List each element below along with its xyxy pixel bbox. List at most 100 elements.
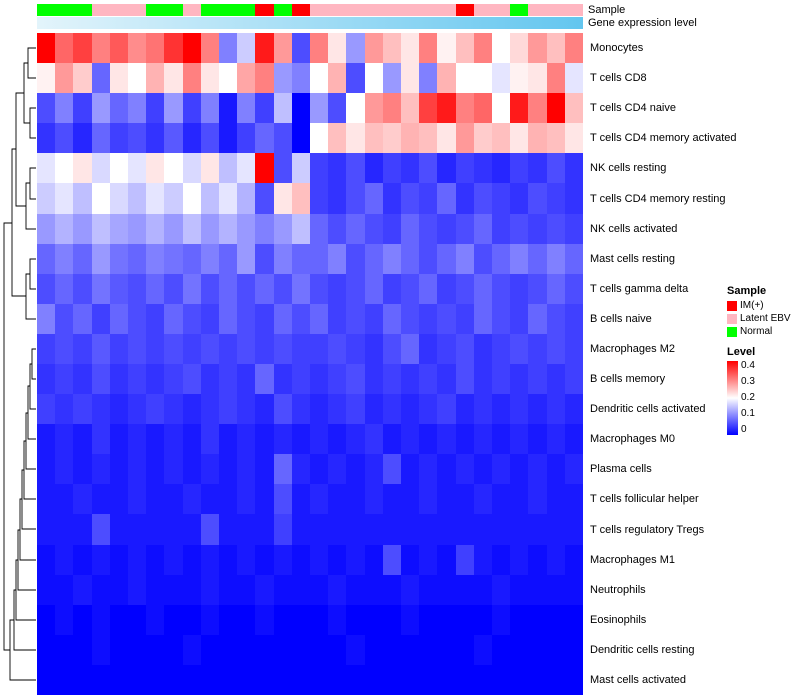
heatmap-cell [564,93,583,124]
heatmap-cell [73,123,92,154]
heatmap-cell [164,544,183,575]
sample-annotation-cell [382,4,402,16]
heatmap-cell [437,333,456,364]
heatmap-cell [546,243,565,274]
level-tick-label: 0.4 [741,360,755,371]
heatmap-cell [437,33,456,64]
heatmap-cell [164,183,183,214]
heatmap-cell [273,604,292,635]
heatmap-cell [310,183,329,214]
heatmap-cell [546,634,565,665]
heatmap-cell [237,364,256,395]
heatmap-cell [128,303,147,334]
heatmap-cell [310,303,329,334]
heatmap-cell [109,243,128,274]
heatmap-cell [564,33,583,64]
heatmap-cell [73,183,92,214]
heatmap-cell [455,153,474,184]
heatmap-cell [219,484,238,515]
heatmap-cell [182,454,201,485]
heatmap-cell [200,303,219,334]
heatmap-cell [37,63,56,94]
heatmap-cell [146,454,165,485]
heatmap-cell [419,544,438,575]
heatmap-cell [492,364,511,395]
heatmap-cell [237,33,256,64]
heatmap-cell [382,544,401,575]
heatmap-cell [564,303,583,334]
heatmap-cell [546,213,565,244]
heatmap-cell [382,574,401,605]
sample-annotation-cell [146,4,165,16]
heatmap-cell [128,484,147,515]
heatmap-cell [109,153,128,184]
heatmap-cell [291,123,310,154]
heatmap-cell [73,273,92,304]
sample-annotation-cell [364,4,383,16]
row-label: Dendritic cells activated [590,403,706,416]
sample-annotation-cell [128,4,147,16]
heatmap-cell [73,634,92,665]
heatmap-cell [182,93,201,124]
heatmap-cell [382,33,401,64]
heatmap-cell [382,273,401,304]
heatmap-cell [91,333,110,364]
heatmap-cell [164,213,183,244]
sample-annotation-cell [164,4,183,16]
heatmap-cell [291,333,310,364]
heatmap-cell [473,604,492,635]
heatmap-cell [237,604,256,635]
heatmap-cell [146,544,165,575]
heatmap-cell [328,634,347,665]
heatmap-cell [55,664,74,695]
heatmap-cell [564,484,583,515]
heatmap-cell [310,273,329,304]
heatmap-cell [437,63,456,94]
heatmap-cell [346,424,365,455]
row-label: T cells CD4 naive [590,102,676,115]
heatmap-cell [419,303,438,334]
heatmap-cell [109,394,128,425]
sample-annotation-cell [273,4,292,16]
heatmap-cell [164,63,183,94]
heatmap-cell [255,93,274,124]
heatmap-cell [419,514,438,545]
heatmap-cell [401,454,420,485]
heatmap-cell [37,424,56,455]
heatmap-cell [182,63,201,94]
heatmap-cell [492,424,511,455]
heatmap-cell [291,604,310,635]
heatmap-cell [419,183,438,214]
heatmap-cell [219,63,238,94]
heatmap-cell [255,273,274,304]
sample-legend-item: IM(+) [727,300,791,311]
heatmap-cell [182,394,201,425]
heatmap-cell [419,273,438,304]
heatmap-cell [55,243,74,274]
heatmap-cell [455,574,474,605]
heatmap-cell [401,63,420,94]
sample-annotation-cell [510,4,529,16]
heatmap-cell [128,604,147,635]
heatmap-cell [346,273,365,304]
heatmap-cell [291,63,310,94]
heatmap-cell [237,454,256,485]
row-label: T cells follicular helper [590,493,699,506]
heatmap-cell [200,33,219,64]
heatmap-cell [237,303,256,334]
heatmap-cell [510,183,529,214]
heatmap-cell [546,604,565,635]
sample-annotation-cell [237,4,256,16]
heatmap-cell [328,454,347,485]
row-label: T cells CD4 memory activated [590,132,737,145]
heatmap-cell [455,634,474,665]
heatmap-cell [419,664,438,695]
heatmap-cell [255,574,274,605]
heatmap-cell [564,664,583,695]
heatmap-cell [492,183,511,214]
heatmap-cell [401,303,420,334]
heatmap-cell [255,364,274,395]
heatmap-cell [109,183,128,214]
heatmap-cell [255,243,274,274]
heatmap-cell [91,63,110,94]
